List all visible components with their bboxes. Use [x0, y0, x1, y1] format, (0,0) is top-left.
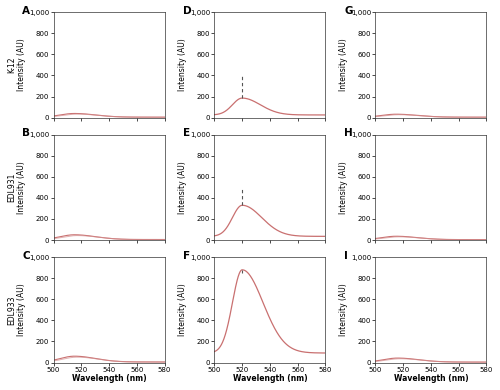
Y-axis label: Intensity (AU): Intensity (AU) — [178, 161, 187, 214]
Y-axis label: Intensity (AU): Intensity (AU) — [178, 39, 187, 91]
Text: C: C — [22, 251, 30, 261]
Y-axis label: K-12
Intensity (AU): K-12 Intensity (AU) — [7, 39, 26, 91]
Y-axis label: Intensity (AU): Intensity (AU) — [339, 39, 348, 91]
Y-axis label: EDL931
Intensity (AU): EDL931 Intensity (AU) — [7, 161, 26, 214]
Y-axis label: Intensity (AU): Intensity (AU) — [339, 284, 348, 336]
Y-axis label: Intensity (AU): Intensity (AU) — [178, 284, 187, 336]
Text: D: D — [184, 6, 192, 16]
X-axis label: Wavelength (nm): Wavelength (nm) — [394, 374, 468, 383]
Y-axis label: EDL933
Intensity (AU): EDL933 Intensity (AU) — [7, 284, 26, 336]
X-axis label: Wavelength (nm): Wavelength (nm) — [232, 374, 308, 383]
Text: H: H — [344, 128, 353, 138]
Text: F: F — [184, 251, 190, 261]
Text: I: I — [344, 251, 348, 261]
Text: G: G — [344, 6, 352, 16]
Y-axis label: Intensity (AU): Intensity (AU) — [339, 161, 348, 214]
Text: E: E — [184, 128, 190, 138]
Text: A: A — [22, 6, 30, 16]
Text: B: B — [22, 128, 30, 138]
X-axis label: Wavelength (nm): Wavelength (nm) — [72, 374, 146, 383]
